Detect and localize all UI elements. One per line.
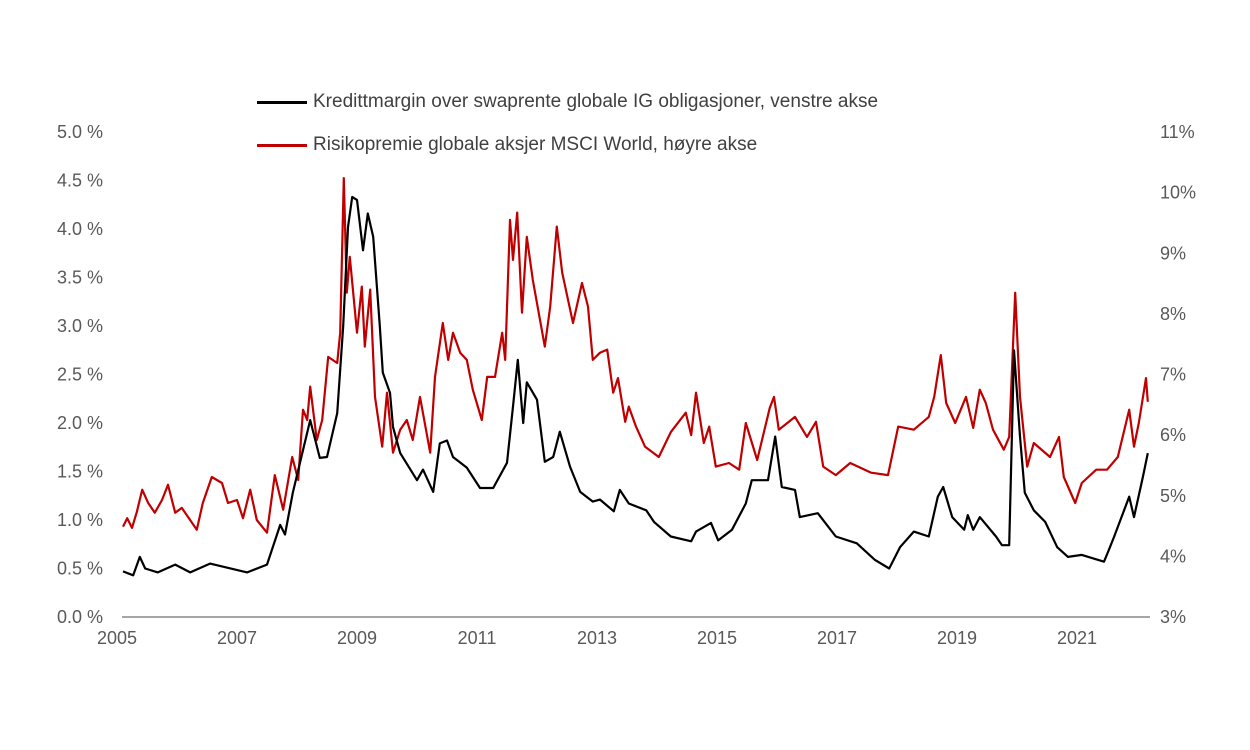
x-axis-tick-label: 2005 — [97, 628, 137, 648]
legend-label-credit-spread: Kredittmargin over swaprente globale IG … — [313, 91, 879, 112]
right-axis-tick-label: 6% — [1160, 425, 1186, 445]
right-axis-tick-label: 3% — [1160, 607, 1186, 627]
right-axis-tick-label: 8% — [1160, 304, 1186, 324]
right-axis-tick-label: 10% — [1160, 183, 1196, 203]
x-axis-tick-label: 2019 — [937, 628, 977, 648]
x-axis-tick-label: 2009 — [337, 628, 377, 648]
left-axis-tick-label: 2.5 % — [57, 365, 103, 385]
right-axis-tick-label: 5% — [1160, 486, 1186, 506]
left-axis-tick-label: 3.5 % — [57, 268, 103, 288]
legend-swatch-black — [257, 100, 307, 104]
x-axis-tick-label: 2013 — [577, 628, 617, 648]
series-line-equity-risk-premium — [122, 177, 1149, 534]
left-axis-tick-label: 0.5 % — [57, 559, 103, 579]
right-axis-tick-label: 7% — [1160, 365, 1186, 385]
left-axis-tick-label: 3.0 % — [57, 316, 103, 336]
left-axis-tick-label: 4.5 % — [57, 171, 103, 191]
right-axis-tick-label: 11% — [1160, 122, 1195, 142]
left-axis-tick-label: 0.0 % — [57, 607, 103, 627]
left-axis-tick-label: 5.0 % — [57, 122, 103, 142]
left-axis-tick-label: 1.5 % — [57, 462, 103, 482]
left-axis-tick-label: 1.0 % — [57, 510, 103, 530]
series-line-credit-spread — [122, 195, 1149, 577]
legend-item-credit-spread: Kredittmargin over swaprente globale IG … — [257, 91, 878, 113]
right-axis-tick-label: 9% — [1160, 243, 1186, 263]
left-axis-tick-label: 4.0 % — [57, 219, 103, 239]
x-axis-tick-label: 2007 — [217, 628, 257, 648]
x-axis-tick-label: 2011 — [458, 628, 497, 648]
x-axis-tick-label: 2021 — [1057, 628, 1097, 648]
legend-label-equity-risk-premium: Risikopremie globale aksjer MSCI World, … — [313, 134, 758, 155]
left-axis-tick-label: 2.0 % — [57, 413, 103, 433]
x-axis-tick-label: 2015 — [697, 628, 737, 648]
x-axis-tick-label: 2017 — [817, 628, 857, 648]
legend-swatch-red — [257, 143, 307, 147]
legend-item-equity-risk-premium: Risikopremie globale aksjer MSCI World, … — [257, 134, 757, 156]
right-axis-tick-label: 4% — [1160, 546, 1186, 566]
